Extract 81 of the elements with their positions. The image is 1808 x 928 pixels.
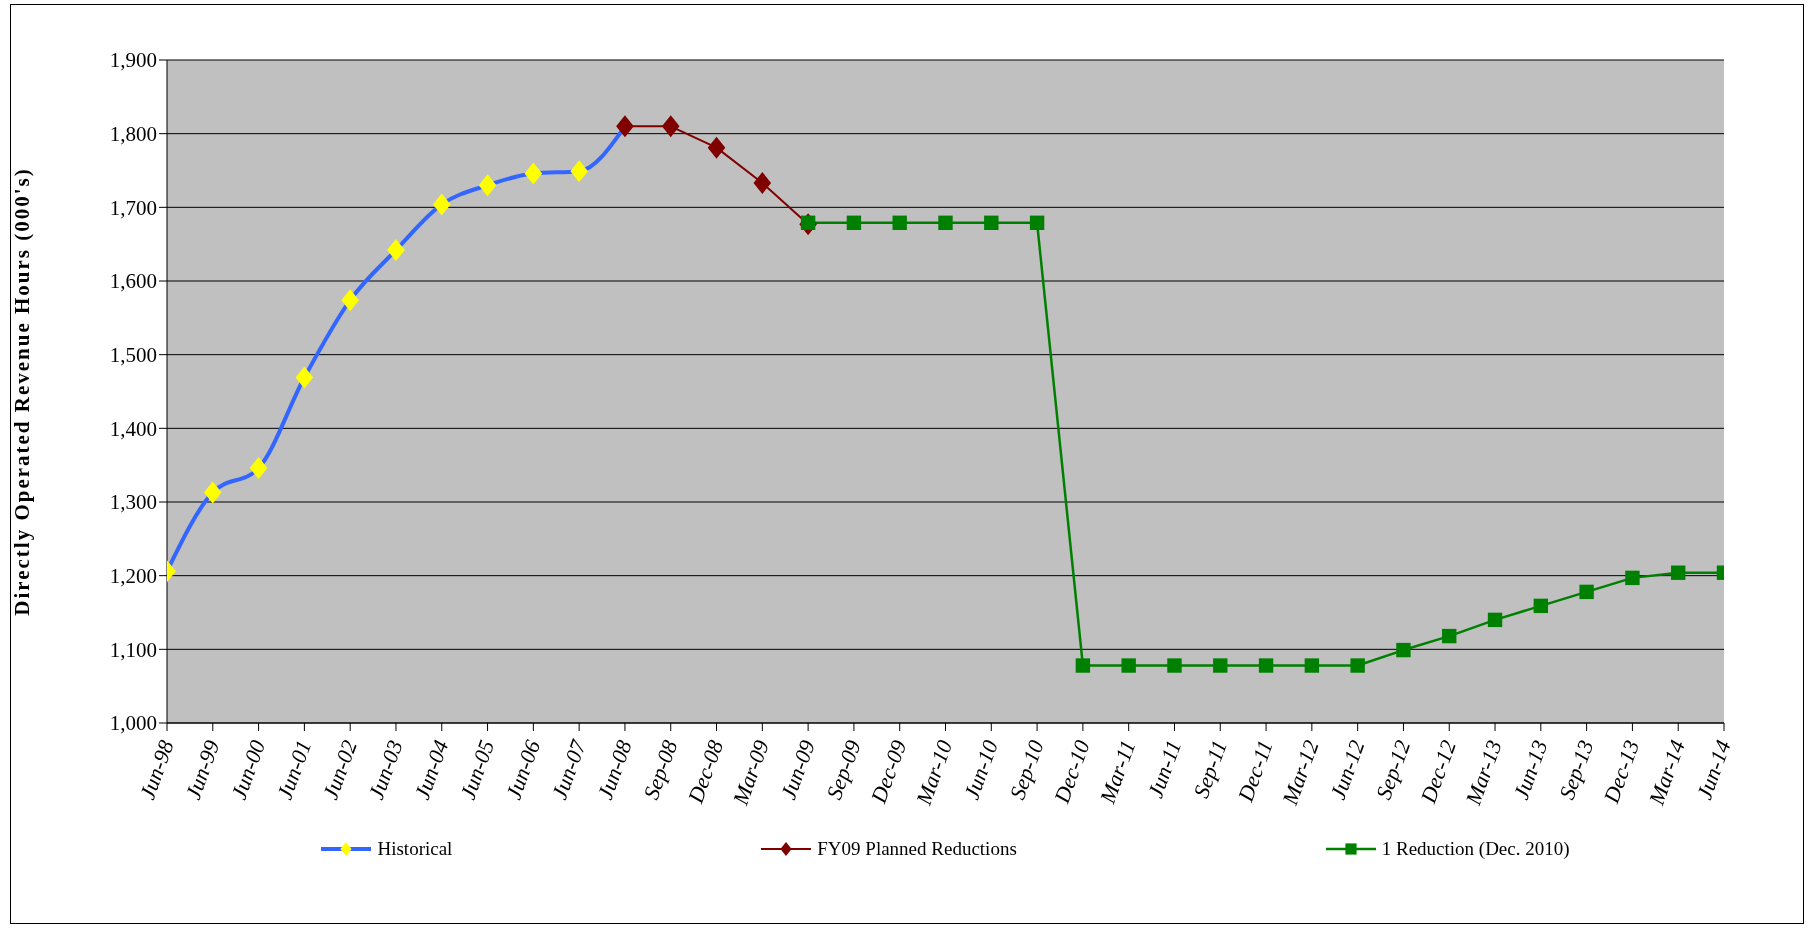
point <box>1671 565 1686 580</box>
point <box>295 366 314 389</box>
point <box>1579 584 1594 600</box>
y-tick-label: 1,500 <box>109 343 157 368</box>
x-tick-label: Sep-08 <box>638 736 683 803</box>
x-tick-label: Mar-12 <box>1276 736 1324 809</box>
point <box>1121 658 1136 673</box>
x-tick-label: Jun-99 <box>180 736 225 803</box>
point <box>1258 658 1274 673</box>
x-tick-label: Jun-13 <box>1508 736 1553 803</box>
x-tick-label: Jun-06 <box>500 736 546 803</box>
x-tick-label: Jun-11 <box>1142 736 1187 802</box>
point <box>661 115 680 138</box>
point <box>984 215 999 230</box>
y-tick-label: 1,400 <box>109 416 157 441</box>
x-tick-label: Sep-09 <box>821 736 866 803</box>
y-tick-label: 1,200 <box>109 564 157 589</box>
x-tick-label: Jun-98 <box>134 736 179 803</box>
y-tick-label: 1,900 <box>109 48 157 73</box>
point <box>1533 598 1549 614</box>
x-tick-label: Dec-13 <box>1598 736 1645 808</box>
point <box>203 481 222 504</box>
point <box>341 289 359 312</box>
x-tick-label: Sep-13 <box>1553 736 1599 803</box>
x-tick-label: Jun-02 <box>317 736 362 803</box>
point <box>1075 658 1091 673</box>
x-tick-label: Jun-08 <box>592 736 637 803</box>
x-tick-label: Sep-11 <box>1188 736 1233 802</box>
point <box>1625 570 1640 586</box>
x-tick-label: Mar-14 <box>1643 736 1690 809</box>
point <box>1442 628 1457 644</box>
point <box>432 193 451 216</box>
x-tick-label: Jun-10 <box>958 736 1004 803</box>
x-tick-label: Dec-11 <box>1232 736 1278 806</box>
x-tick-label: Dec-09 <box>865 736 912 808</box>
point <box>524 162 543 185</box>
x-tick-label: Dec-12 <box>1415 736 1461 808</box>
y-tick-label: 1,800 <box>109 122 157 147</box>
point <box>1487 612 1503 628</box>
point <box>1396 642 1411 658</box>
point <box>753 172 772 195</box>
legend-label: FY09 Planned Reductions <box>817 838 1017 860</box>
point <box>892 215 907 230</box>
y-tick-label: 1,700 <box>109 195 157 220</box>
x-tick-label: Mar-09 <box>727 736 775 809</box>
x-tick-label: Jun-03 <box>363 736 408 803</box>
point <box>387 239 405 262</box>
x-tick-label: Sep-12 <box>1370 736 1416 803</box>
x-tick-label: Jun-01 <box>271 736 317 803</box>
x-tick-label: Sep-10 <box>1004 736 1049 803</box>
x-tick-label: Mar-11 <box>1094 736 1141 808</box>
point <box>1167 658 1182 673</box>
legend-label: Historical <box>377 838 453 860</box>
x-tick-label: Jun-09 <box>775 736 820 803</box>
x-tick-label: Jun-04 <box>409 736 454 803</box>
legend-label: 1 Reduction (Dec. 2010) <box>1381 838 1570 860</box>
point <box>249 457 268 480</box>
point <box>570 160 588 183</box>
y-tick-label: 1,300 <box>109 490 157 515</box>
point <box>707 136 726 159</box>
x-tick-label: Jun-12 <box>1325 736 1370 803</box>
x-tick-label: Dec-10 <box>1048 736 1095 808</box>
x-tick-label: Jun-00 <box>225 736 271 803</box>
x-tick-label: Dec-08 <box>682 736 729 808</box>
y-axis-title: Directly Operated Revenue Hours (000's) <box>10 167 35 616</box>
point <box>846 215 862 230</box>
point <box>1213 658 1228 673</box>
x-tick-label: Mar-13 <box>1460 736 1507 809</box>
y-tick-label: 1,600 <box>109 269 157 294</box>
y-tick-label: 1,100 <box>109 637 157 662</box>
point <box>616 115 634 138</box>
x-tick-label: Jun-05 <box>454 736 500 803</box>
point <box>1350 658 1365 673</box>
point <box>1029 215 1045 230</box>
x-tick-label: Jun-14 <box>1691 736 1736 803</box>
point <box>478 174 497 197</box>
x-tick-label: Mar-10 <box>910 736 958 809</box>
point <box>1304 658 1320 673</box>
x-tick-label: Jun-07 <box>546 735 592 803</box>
point <box>938 215 953 230</box>
y-tick-label: 1,000 <box>109 711 157 736</box>
